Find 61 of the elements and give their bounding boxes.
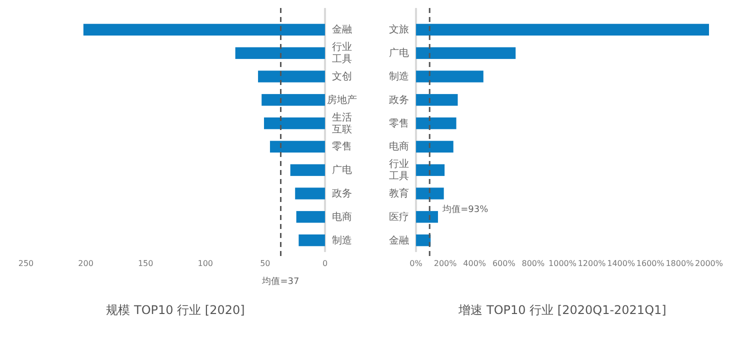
y-tick-label: 零售 [332,140,352,152]
bar [295,188,325,200]
bar [416,94,458,106]
bar [264,117,325,130]
x-tick-label: 250 [18,259,34,268]
bar [235,47,325,59]
x-tick-label: 1200% [578,259,606,268]
x-tick-label: 400% [463,259,486,268]
x-tick-label: 1400% [607,259,636,268]
y-tick-label: 生活互联 [332,110,352,135]
x-tick-label: 200 [78,259,94,268]
ref-line-label: 均值=37 [261,276,300,287]
x-tick-label: 100 [198,259,214,268]
bar [416,24,709,36]
ref-line-label: 均值=93% [442,204,489,215]
x-tick-label: 50 [260,259,270,268]
y-tick-label: 广电 [332,164,352,176]
text: 规模 TOP10 行业 [2020] [106,303,245,317]
bar [416,164,445,176]
y-tick-label: 政务 [389,93,409,106]
y-tick-label: 电商 [389,140,409,152]
y-tick-label: 电商 [332,210,352,222]
y-tick-label: 房地产 [327,93,357,106]
bar [262,94,325,106]
bar [290,164,325,176]
bar [416,234,431,246]
text: 增速 TOP10 行业 [2020Q1-2021Q1] [458,303,666,317]
x-tick-label: 600% [492,259,516,268]
y-tick-label: 医疗 [389,210,409,222]
y-tick-label: 文创 [332,70,352,82]
y-tick-label: 行业工具 [389,158,409,182]
bar [298,234,325,246]
x-tick-label: 1600% [636,259,665,268]
x-tick-label: 0% [410,259,423,268]
bar [416,70,484,82]
bar [416,211,438,223]
x-tick-label: 1000% [548,259,577,268]
x-tick-label: 0 [322,259,328,268]
bar [416,117,456,130]
x-tick-label: 1800% [666,259,694,268]
y-tick-label: 政务 [332,187,352,199]
y-tick-label: 金融 [332,23,352,36]
bar [296,211,325,223]
y-tick-label: 金融 [389,234,409,246]
bar [416,47,516,59]
y-tick-label: 制造 [389,70,409,82]
y-tick-label: 文旅 [389,23,409,36]
y-tick-label: 广电 [389,46,409,59]
bar [416,140,454,153]
bar [270,140,325,153]
y-tick-label: 教育 [389,187,409,199]
bar [83,24,325,36]
y-tick-label: 零售 [389,116,409,129]
bar [258,70,325,82]
y-tick-label: 制造 [332,234,352,246]
x-tick-label: 150 [138,259,154,268]
x-tick-label: 200% [434,259,458,268]
bar [416,188,444,200]
y-tick-label: 行业工具 [332,40,352,65]
x-tick-label: 800% [522,259,546,268]
x-tick-label: 2000% [695,259,724,268]
